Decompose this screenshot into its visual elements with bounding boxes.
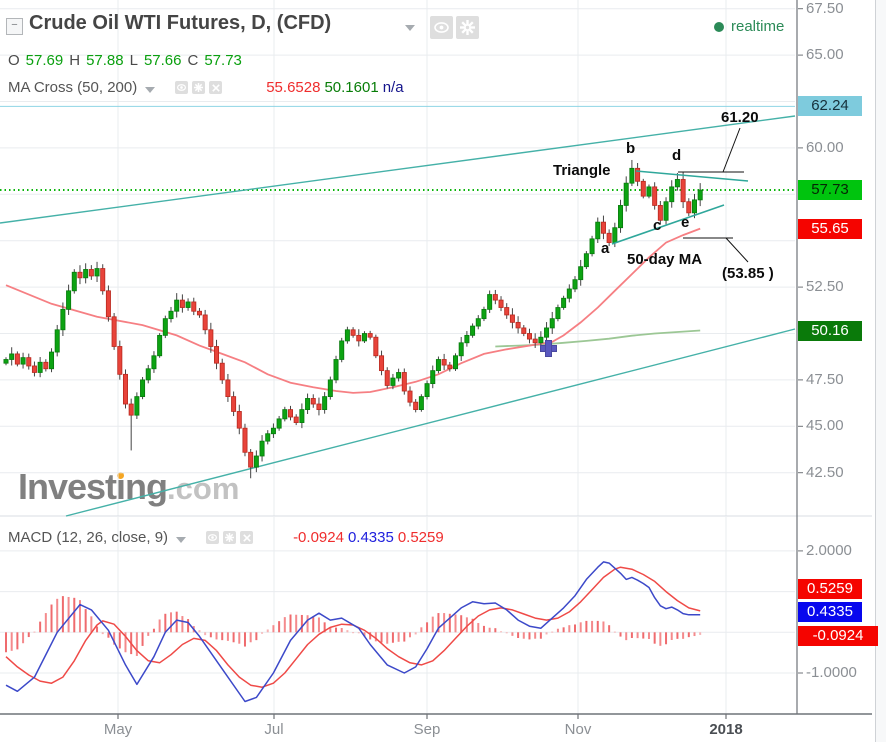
- pointer-line: [722, 127, 741, 173]
- close-icon: [211, 83, 220, 92]
- annotation-triangle: Triangle: [553, 162, 611, 179]
- macd-dropdown-caret[interactable]: [176, 536, 187, 543]
- macd-settings-button[interactable]: [223, 531, 237, 544]
- price-axis-label-67.50[interactable]: 67.50: [806, 0, 844, 17]
- macd-signal-line: [5, 566, 701, 688]
- macd-histogram: [5, 596, 702, 656]
- eye-icon: [177, 84, 187, 91]
- watermark-orange-dot: [117, 472, 124, 479]
- trendline: [0, 115, 796, 224]
- low-value: 57.66: [143, 52, 182, 69]
- high-value: 57.88: [86, 52, 124, 69]
- time-axis-label-Jul[interactable]: Jul: [264, 721, 284, 738]
- open-label: O: [8, 52, 20, 69]
- ma50-line: [5, 227, 701, 394]
- ma50-value: 55.6528: [266, 79, 321, 96]
- macd-badge-0.4335: 0.4335: [798, 602, 862, 622]
- symbol-title: Crude Oil WTI Futures, D, (CFD): [29, 12, 332, 34]
- compare-eye-button[interactable]: [430, 16, 453, 39]
- trendline: [65, 328, 796, 517]
- right-scrollbar-strip[interactable]: [875, 0, 886, 742]
- pointer-line: [725, 237, 749, 263]
- macd-signal-value: 0.5259: [397, 529, 444, 546]
- low-label: L: [129, 52, 138, 69]
- annotation-c: c: [653, 217, 662, 234]
- macd-main-line: [5, 561, 701, 703]
- macd-title: MACD (12, 26, close, 9): [8, 529, 169, 546]
- time-axis-label-Sep[interactable]: Sep: [413, 721, 441, 738]
- gear-icon: [225, 533, 235, 542]
- ma-cross-remove-button[interactable]: [209, 81, 223, 94]
- macd-legend: MACD (12, 26, close, 9) -0.0924 0.4335 0…: [8, 529, 444, 546]
- annotation--53.85-: (53.85 ): [722, 265, 774, 282]
- macd-line-value: 0.4335: [347, 529, 394, 546]
- high-label: H: [69, 52, 81, 69]
- ma-cross-value: n/a: [382, 79, 404, 96]
- triangle-drawing: [611, 170, 749, 245]
- price-axis-label-52.50[interactable]: 52.50: [806, 278, 844, 296]
- price-axis-label-45.00[interactable]: 45.00: [806, 417, 844, 435]
- price-axis-label-65.00[interactable]: 65.00: [806, 46, 844, 64]
- macd-hist-value: -0.0924: [293, 529, 344, 546]
- ma-cross-plus-marker[interactable]: [540, 340, 557, 357]
- gear-icon: [194, 83, 204, 92]
- macd-axis-label--1.0000[interactable]: -1.0000: [806, 664, 857, 681]
- price-badge-50.16: 50.16: [798, 320, 862, 341]
- ma-cross-title: MA Cross (50, 200): [8, 79, 138, 96]
- realtime-indicator: realtime: [714, 18, 784, 35]
- price-badge-57.73: 57.73: [798, 180, 862, 201]
- ma-cross-legend: MA Cross (50, 200) 55.6528 50.1601 n/a: [8, 79, 404, 96]
- price-lines: [0, 105, 795, 192]
- price-axis-label-60.00[interactable]: 60.00: [806, 138, 844, 156]
- macd-axis-label-2.0000[interactable]: 2.0000: [806, 541, 852, 559]
- macd-badge--0.0924: -0.0924: [798, 626, 878, 646]
- axes: [0, 0, 872, 719]
- close-value: 57.73: [204, 52, 242, 69]
- ohlc-readout: O 57.69 H 57.88 L 57.66 C 57.73: [8, 52, 242, 69]
- plus-icon: [545, 340, 552, 357]
- time-axis-label-Nov[interactable]: Nov: [564, 721, 592, 738]
- macd-badge-0.5259: 0.5259: [798, 579, 862, 599]
- realtime-dot-icon: [714, 21, 724, 32]
- collapse-pane-button[interactable]: −: [6, 18, 23, 35]
- annotation-d: d: [672, 147, 682, 164]
- annotation-50-day-ma: 50-day MA: [627, 251, 703, 268]
- triangle-line: [611, 204, 725, 245]
- candles-layer[interactable]: [3, 159, 703, 479]
- price-axis-label-47.50[interactable]: 47.50: [806, 370, 844, 388]
- open-value: 57.69: [25, 52, 64, 69]
- symbol-dropdown-caret[interactable]: [405, 25, 415, 31]
- realtime-label: realtime: [731, 18, 785, 35]
- gear-icon: [460, 20, 475, 35]
- eye-icon: [208, 534, 218, 541]
- ma-cross-eye-button[interactable]: [175, 81, 189, 94]
- price-badge-62.24: 62.24: [798, 96, 862, 117]
- close-icon: [242, 533, 251, 542]
- gridlines: [0, 0, 872, 714]
- settings-gear-button[interactable]: [456, 16, 479, 39]
- ma-cross-settings-button[interactable]: [192, 81, 206, 94]
- annotation-pointer-lines: [678, 127, 749, 263]
- time-axis-label-2018[interactable]: 2018: [709, 721, 743, 738]
- macd-remove-button[interactable]: [240, 531, 254, 544]
- ma-cross-dropdown-caret[interactable]: [145, 86, 156, 93]
- annotation-b: b: [626, 140, 636, 157]
- price-axis-label-42.50[interactable]: 42.50: [806, 463, 844, 481]
- annotation-a: a: [601, 240, 610, 257]
- watermark-suffix: .com: [167, 471, 240, 506]
- annotation-61.20: 61.20: [721, 109, 759, 126]
- price-badge-55.65: 55.65: [798, 218, 862, 239]
- ma200-value: 50.1601: [324, 79, 379, 96]
- eye-icon: [434, 22, 449, 33]
- time-axis-label-May[interactable]: May: [103, 721, 133, 738]
- annotation-e: e: [681, 214, 690, 231]
- close-label: C: [187, 52, 199, 69]
- triangle-line: [635, 170, 749, 182]
- channel-trendlines: [0, 115, 796, 517]
- macd-eye-button[interactable]: [206, 531, 220, 544]
